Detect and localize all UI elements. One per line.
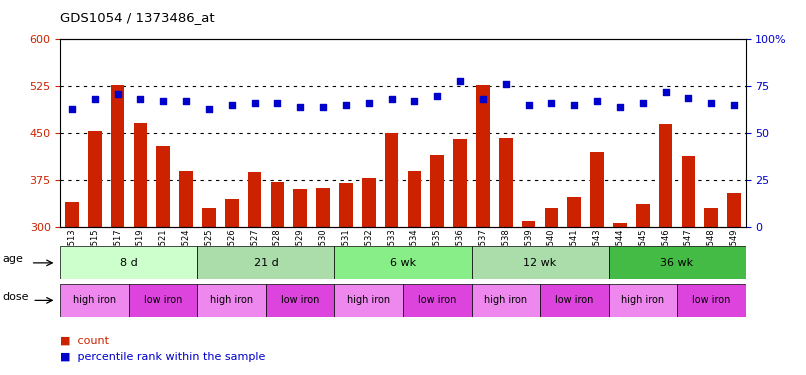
Point bbox=[180, 98, 193, 104]
Bar bbox=[403, 284, 472, 317]
Text: low iron: low iron bbox=[144, 296, 182, 305]
Bar bbox=[521, 221, 535, 227]
Bar bbox=[613, 223, 627, 227]
Text: high iron: high iron bbox=[210, 296, 253, 305]
Bar bbox=[704, 208, 718, 227]
Bar bbox=[129, 284, 197, 317]
Text: low iron: low iron bbox=[692, 296, 730, 305]
Bar bbox=[271, 182, 285, 227]
Bar bbox=[408, 171, 422, 227]
Bar bbox=[179, 171, 193, 227]
Text: age: age bbox=[2, 254, 23, 264]
Point bbox=[111, 91, 124, 97]
Point bbox=[545, 100, 558, 106]
Point bbox=[591, 98, 604, 104]
Point bbox=[65, 106, 78, 112]
Bar bbox=[197, 246, 334, 279]
Point bbox=[522, 102, 535, 108]
Point bbox=[430, 93, 443, 99]
Text: high iron: high iron bbox=[347, 296, 390, 305]
Bar bbox=[225, 199, 239, 227]
Point bbox=[339, 102, 352, 108]
Bar bbox=[453, 140, 467, 227]
Point bbox=[704, 100, 717, 106]
Bar bbox=[202, 208, 216, 227]
Bar bbox=[384, 133, 398, 227]
Bar bbox=[156, 146, 170, 227]
Bar bbox=[197, 284, 266, 317]
Point bbox=[728, 102, 741, 108]
Point bbox=[317, 104, 330, 110]
Bar bbox=[60, 284, 129, 317]
Bar bbox=[472, 246, 609, 279]
Bar bbox=[609, 284, 677, 317]
Text: ■  count: ■ count bbox=[60, 336, 110, 346]
Point bbox=[134, 96, 147, 102]
Point bbox=[682, 94, 695, 100]
Text: ■  percentile rank within the sample: ■ percentile rank within the sample bbox=[60, 352, 266, 362]
Bar bbox=[334, 246, 472, 279]
Bar bbox=[659, 124, 672, 227]
Point bbox=[88, 96, 101, 102]
Bar bbox=[293, 189, 307, 227]
Bar bbox=[339, 183, 353, 227]
Text: 8 d: 8 d bbox=[120, 258, 138, 268]
Text: 21 d: 21 d bbox=[254, 258, 278, 268]
Point bbox=[499, 81, 512, 87]
Text: high iron: high iron bbox=[484, 296, 527, 305]
Bar bbox=[134, 123, 147, 227]
Bar bbox=[545, 208, 559, 227]
Text: low iron: low iron bbox=[281, 296, 319, 305]
Bar bbox=[334, 284, 403, 317]
Point bbox=[613, 104, 626, 110]
Point bbox=[476, 96, 489, 102]
Bar bbox=[60, 246, 197, 279]
Point bbox=[385, 96, 398, 102]
Bar bbox=[636, 204, 650, 227]
Text: low iron: low iron bbox=[555, 296, 593, 305]
Bar bbox=[472, 284, 540, 317]
Bar bbox=[430, 155, 444, 227]
Bar bbox=[540, 284, 609, 317]
Text: 36 wk: 36 wk bbox=[660, 258, 694, 268]
Bar bbox=[499, 138, 513, 227]
Point bbox=[362, 100, 375, 106]
Text: GDS1054 / 1373486_at: GDS1054 / 1373486_at bbox=[60, 11, 215, 24]
Bar bbox=[65, 202, 79, 227]
Text: dose: dose bbox=[2, 292, 29, 302]
Bar bbox=[88, 131, 102, 227]
Point bbox=[454, 78, 467, 84]
Text: high iron: high iron bbox=[621, 296, 664, 305]
Bar bbox=[476, 85, 490, 227]
Bar bbox=[727, 193, 741, 227]
Bar bbox=[110, 85, 124, 227]
Bar bbox=[316, 188, 330, 227]
Text: low iron: low iron bbox=[418, 296, 456, 305]
Point bbox=[156, 98, 169, 104]
Point bbox=[408, 98, 421, 104]
Point bbox=[293, 104, 306, 110]
Bar bbox=[567, 197, 581, 227]
Point bbox=[248, 100, 261, 106]
Bar bbox=[682, 156, 696, 227]
Bar bbox=[362, 178, 376, 227]
Bar bbox=[590, 152, 604, 227]
Bar bbox=[609, 246, 746, 279]
Point bbox=[659, 89, 672, 95]
Bar bbox=[677, 284, 746, 317]
Text: 12 wk: 12 wk bbox=[523, 258, 557, 268]
Bar bbox=[266, 284, 334, 317]
Point bbox=[202, 106, 215, 112]
Text: 6 wk: 6 wk bbox=[390, 258, 416, 268]
Point bbox=[567, 102, 580, 108]
Bar bbox=[247, 172, 261, 227]
Point bbox=[636, 100, 649, 106]
Point bbox=[225, 102, 239, 108]
Point bbox=[271, 100, 284, 106]
Text: high iron: high iron bbox=[73, 296, 116, 305]
